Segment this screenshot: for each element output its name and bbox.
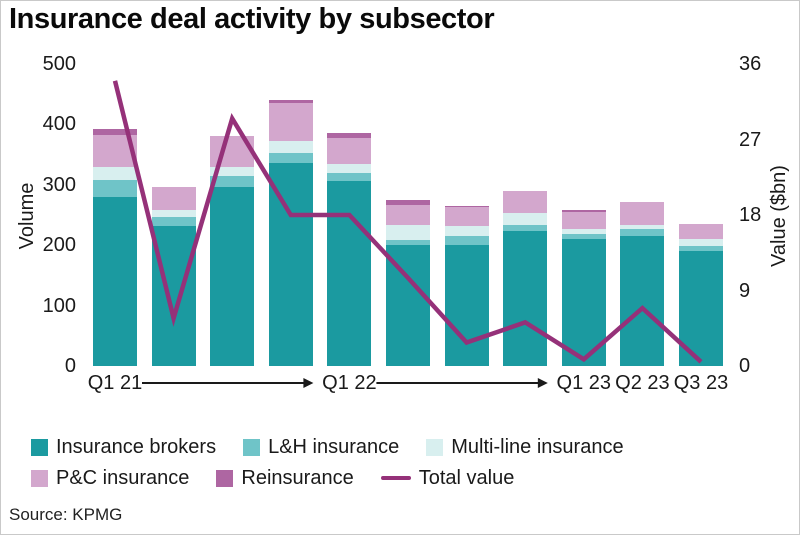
right-axis-tick-label: 0 <box>739 355 751 377</box>
left-axis-tick-label: 200 <box>42 234 76 257</box>
right-axis-tick-label: 36 <box>739 53 762 75</box>
bar-segment-Q323-multi-line-insurance <box>679 238 723 246</box>
left-axis-tick-label: 300 <box>42 173 76 196</box>
bar-segment-Q222-insurance-brokers <box>386 245 430 366</box>
legend-label: Reinsurance <box>241 467 354 489</box>
bar-segment-Q223-insurance-brokers <box>620 235 665 366</box>
left-axis-tick-label: 100 <box>42 294 76 317</box>
x-axis-label: Q1 22 <box>322 372 377 394</box>
legend-item-insurance-brokers: Insurance brokers <box>31 435 216 459</box>
bar-segment-Q122-reinsurance <box>327 132 372 138</box>
bar-segment-Q422-insurance-brokers <box>503 231 548 366</box>
legend-label: Multi-line insurance <box>451 436 624 458</box>
bar-segment-Q321-p-c-insurance <box>210 136 255 168</box>
bar-segment-Q121-p-c-insurance <box>93 135 137 167</box>
legend-square-swatch-icon <box>31 438 48 456</box>
bar-segment-Q322-p-c-insurance <box>444 207 489 226</box>
bar-segment-Q221-insurance-brokers <box>151 225 196 366</box>
bar-segment-Q321-l-h-insurance <box>210 176 255 188</box>
legend-row-2: P&C insurance Reinsurance Total value <box>31 466 514 490</box>
bar-segment-Q422-l-h-insurance <box>503 224 548 232</box>
bar-segment-Q422-multi-line-insurance <box>503 213 548 225</box>
legend-label: L&H insurance <box>268 436 400 458</box>
legend-row-1: Insurance brokers L&H insurance Multi-line… <box>31 435 624 459</box>
bar-segment-Q222-multi-line-insurance <box>386 225 430 240</box>
left-axis-tick-label: 0 <box>64 355 76 377</box>
bar-segment-Q122-insurance-brokers <box>327 181 372 366</box>
bar-segment-Q122-p-c-insurance <box>327 137 372 165</box>
chart-title: Insurance deal activity by subsector <box>9 3 495 35</box>
bar-segment-Q121-multi-line-insurance <box>93 166 137 180</box>
bar-segment-Q323-insurance-brokers <box>679 251 723 366</box>
bar-segment-Q322-insurance-brokers <box>444 244 489 366</box>
legend-item-l-h-insurance: L&H insurance <box>243 435 399 459</box>
bar-segment-Q123-l-h-insurance <box>561 234 606 240</box>
legend-label: P&C insurance <box>56 467 190 489</box>
bar-segment-Q121-l-h-insurance <box>93 179 137 197</box>
bar-segment-Q123-reinsurance <box>561 210 606 212</box>
bar-segment-Q222-l-h-insurance <box>386 239 430 246</box>
bar-segment-Q122-multi-line-insurance <box>327 164 372 173</box>
legend-square-swatch-icon <box>31 469 48 487</box>
bar-segment-Q421-multi-line-insurance <box>268 141 313 153</box>
right-axis-tick-label: 9 <box>739 279 751 302</box>
left-axis-tick-label: 400 <box>42 113 76 136</box>
right-axis-tick-label: 27 <box>739 128 762 151</box>
bar-segment-Q221-l-h-insurance <box>151 217 196 226</box>
legend-line-swatch-icon <box>380 476 411 480</box>
bar-segment-Q123-p-c-insurance <box>561 211 606 230</box>
bar-segment-Q322-reinsurance <box>444 205 489 208</box>
left-axis-tick-label: 500 <box>42 53 76 75</box>
bar-segment-Q223-p-c-insurance <box>620 201 665 225</box>
bar-segment-Q422-p-c-insurance <box>503 191 548 214</box>
bar-segment-Q323-p-c-insurance <box>679 224 723 239</box>
bar-segment-Q323-l-h-insurance <box>679 245 723 252</box>
bar-segment-Q121-reinsurance <box>93 129 137 136</box>
bar-segment-Q123-multi-line-insurance <box>561 229 606 235</box>
bar-segment-Q223-multi-line-insurance <box>620 224 665 230</box>
legend-label: Total value <box>418 467 515 489</box>
x-axis-label: Q3 23 <box>673 372 729 394</box>
bar-segment-Q421-p-c-insurance <box>268 102 313 142</box>
bar-segment-Q122-l-h-insurance <box>327 172 372 182</box>
bar-segment-Q421-l-h-insurance <box>268 152 313 164</box>
x-axis-label: Q2 23 <box>615 372 670 394</box>
bar-segment-Q421-reinsurance <box>268 99 313 103</box>
legend-item-total-value: Total value <box>380 466 515 490</box>
source-note: Source: KPMG <box>9 505 123 524</box>
legend-square-swatch-icon <box>243 438 261 456</box>
right-axis-tick-label: 18 <box>739 204 762 226</box>
bar-segment-Q322-l-h-insurance <box>444 236 489 245</box>
legend-item-p-c-insurance: P&C insurance <box>31 466 189 490</box>
bar-segment-Q121-insurance-brokers <box>93 196 137 366</box>
bar-segment-Q321-insurance-brokers <box>210 187 255 366</box>
legend-item-multi-line-insurance: Multi-line insurance <box>426 435 624 459</box>
bar-segment-Q221-multi-line-insurance <box>151 210 196 218</box>
x-axis-label: Q1 23 <box>556 372 612 394</box>
bar-segment-Q221-p-c-insurance <box>151 186 196 211</box>
bar-segment-Q321-multi-line-insurance <box>210 167 255 177</box>
legend-square-swatch-icon <box>426 438 444 456</box>
bar-segment-Q222-p-c-insurance <box>386 205 430 226</box>
legend-item-reinsurance: Reinsurance <box>216 466 354 490</box>
legend-label: Insurance brokers <box>56 436 217 458</box>
bar-segment-Q123-insurance-brokers <box>561 239 606 366</box>
legend-square-swatch-icon <box>216 469 234 487</box>
bar-segment-Q223-l-h-insurance <box>620 229 665 236</box>
bar-segment-Q421-insurance-brokers <box>268 163 313 366</box>
bar-segment-Q222-reinsurance <box>386 199 430 206</box>
x-axis-label: Q1 21 <box>87 372 143 394</box>
bar-segment-Q322-multi-line-insurance <box>444 225 489 237</box>
